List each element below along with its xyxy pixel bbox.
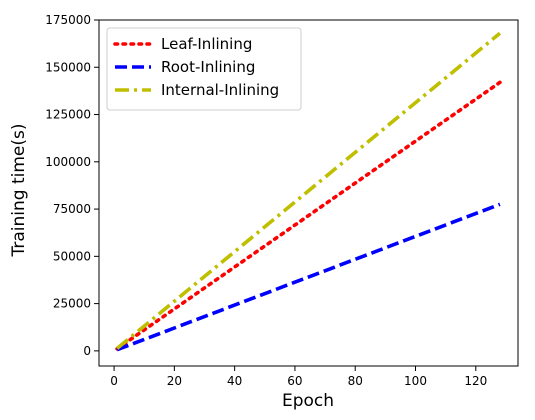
legend: Leaf-Inlining Root-Inlining Internal-Inlin… xyxy=(106,27,302,111)
y-tick-label: 175000 xyxy=(45,13,91,27)
legend-label: Leaf-Inlining xyxy=(161,35,252,53)
x-tick-label: 80 xyxy=(348,374,363,388)
legend-label: Internal-Inlining xyxy=(161,81,279,99)
legend-box xyxy=(106,27,302,111)
y-tick-label: 75000 xyxy=(53,202,91,216)
y-tick-label: 100000 xyxy=(45,155,91,169)
legend-label: Root-Inlining xyxy=(161,58,255,76)
y-tick-label: 0 xyxy=(83,344,91,358)
x-tick-label: 0 xyxy=(110,374,118,388)
series-layer xyxy=(115,31,502,352)
series-line-internal-inlining xyxy=(115,31,502,350)
plot-area xyxy=(98,19,519,367)
x-axis-ticks: 0 20 40 60 80 100 120 xyxy=(110,366,487,388)
y-tick-label: 25000 xyxy=(53,297,91,311)
x-tick-label: 40 xyxy=(227,374,242,388)
x-axis-label: Epoch xyxy=(282,391,334,411)
x-tick-label: 20 xyxy=(167,374,182,388)
y-tick-label: 125000 xyxy=(45,108,91,122)
y-tick-label: 150000 xyxy=(45,60,91,74)
y-axis-ticks: 0 25000 50000 75000 100000 125000 150000 175000 xyxy=(45,13,99,358)
x-tick-label: 120 xyxy=(464,374,487,388)
y-axis-label: Training time(s) xyxy=(9,123,29,257)
x-tick-label: 100 xyxy=(404,374,427,388)
series-line-root-inlining xyxy=(116,202,501,352)
series-line-leaf-inlining xyxy=(115,80,502,351)
plot-frame xyxy=(98,19,519,367)
x-tick-label: 60 xyxy=(287,374,302,388)
y-tick-label: 50000 xyxy=(53,249,91,263)
